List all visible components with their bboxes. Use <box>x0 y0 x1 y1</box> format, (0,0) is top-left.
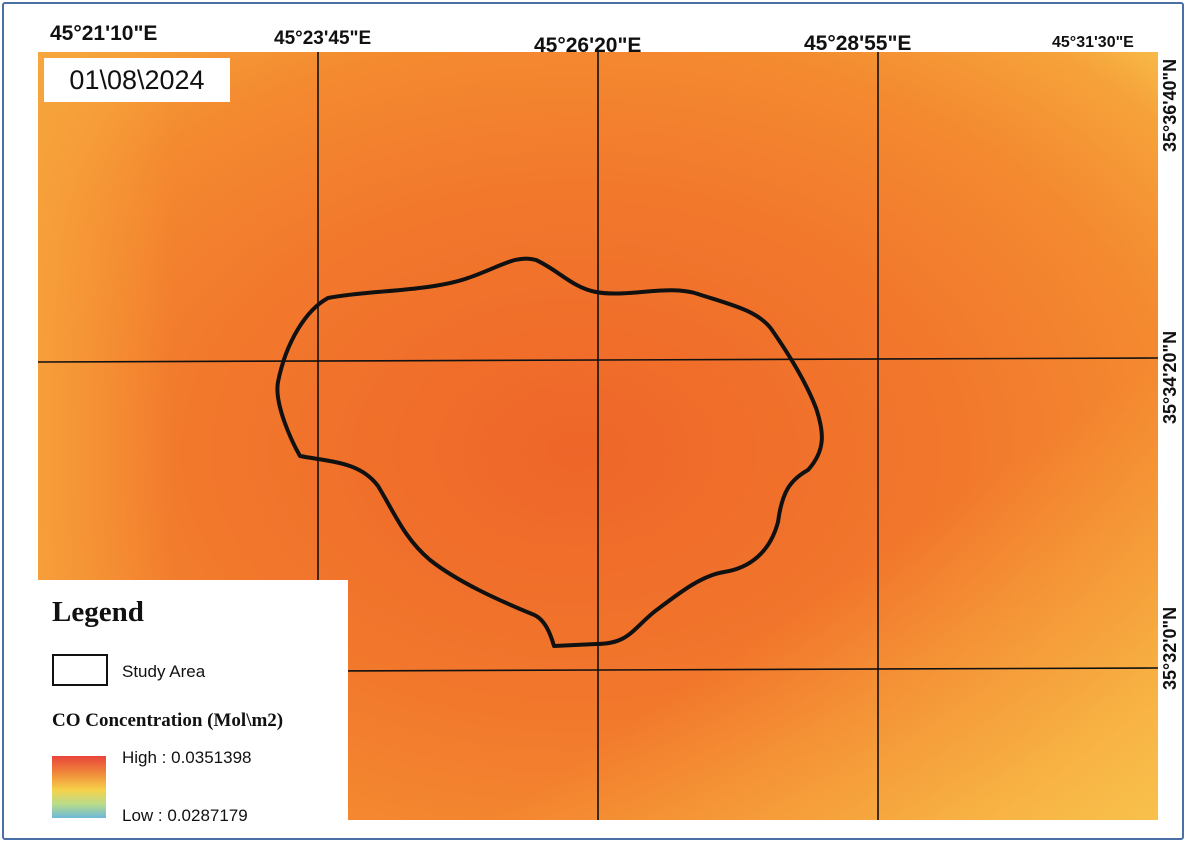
longitude-label-1: 45°21'10"E <box>50 22 158 45</box>
latitude-label-1: 35°36'40"N <box>1160 58 1180 152</box>
study-area-boundary[interactable] <box>275 256 824 648</box>
co-concentration-title: CO Concentration (Mol\m2) <box>52 710 284 731</box>
graticule-parallel-1 <box>38 357 1158 363</box>
date-label: 01\08\2024 <box>44 58 230 102</box>
longitude-label-3: 45°26'20"E <box>534 34 642 57</box>
legend-high-label: High : 0.0351398 <box>122 748 252 767</box>
study-area-swatch <box>52 654 108 686</box>
legend-panel: Legend Study Area CO Concentration (Mol\… <box>38 580 348 825</box>
longitude-label-4: 45°28'55"E <box>804 32 912 55</box>
legend-title: Legend <box>52 596 144 628</box>
study-area-label: Study Area <box>122 662 206 681</box>
longitude-label-2: 45°23'45"E <box>274 28 372 49</box>
latitude-label-3: 35°32'0"N <box>1160 606 1180 690</box>
longitude-label-5: 45°31'30"E <box>1052 34 1134 51</box>
latitude-label-2: 35°34'20"N <box>1160 330 1180 424</box>
legend-low-label: Low : 0.0287179 <box>122 806 248 825</box>
color-ramp <box>52 756 106 818</box>
